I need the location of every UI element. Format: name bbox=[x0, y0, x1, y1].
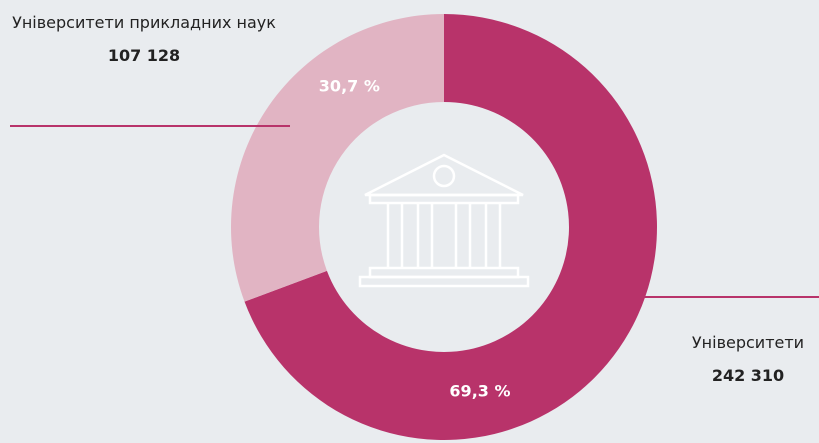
category-label: Університети 242 310 bbox=[668, 326, 819, 392]
value-label: 69,3 % bbox=[449, 382, 510, 401]
count-label: 242 310 bbox=[711, 366, 785, 385]
building-icon bbox=[358, 153, 530, 288]
category-label: Університети прикладних наук 107 128 bbox=[10, 6, 278, 72]
category-name: Університети bbox=[691, 333, 805, 352]
slice bbox=[244, 14, 658, 441]
slice bbox=[231, 14, 444, 302]
value-label: 30,7 % bbox=[319, 76, 380, 95]
category-name: Університети прикладних наук bbox=[12, 13, 276, 32]
count-label: 107 128 bbox=[107, 46, 181, 65]
slices bbox=[231, 14, 658, 441]
